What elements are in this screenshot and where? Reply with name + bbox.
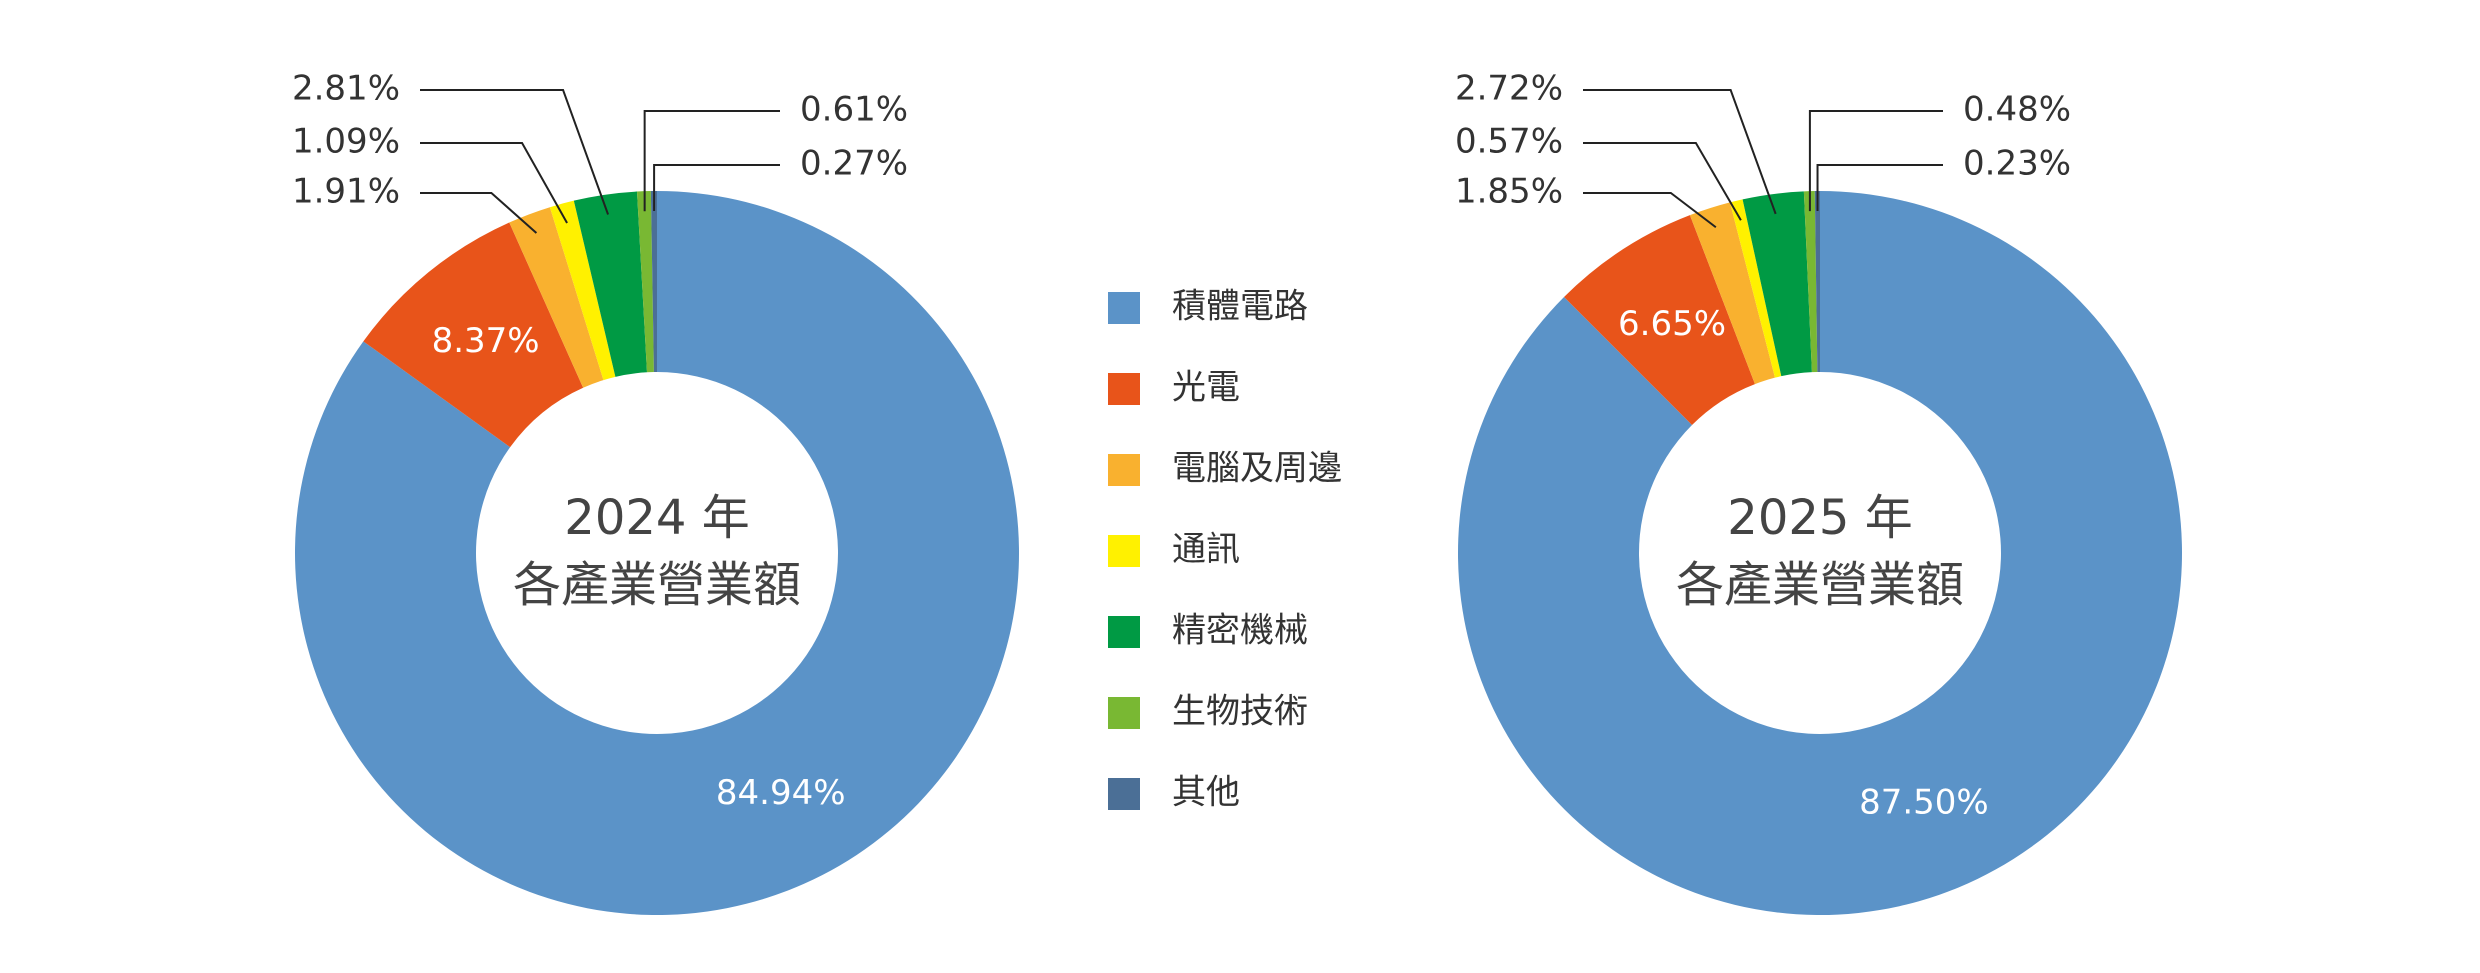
data-label: 87.50% (1859, 782, 1989, 822)
data-label: 2.72% (1455, 69, 1563, 109)
donut-segment (1803, 191, 1818, 373)
legend-swatch (1108, 292, 1140, 324)
donut-segment (295, 191, 1019, 915)
leader-line (420, 142, 568, 224)
data-label: 2.81% (292, 69, 400, 109)
leader-line (643, 110, 780, 212)
donut-segment (573, 191, 647, 377)
legend-label: 光電 (1172, 368, 1240, 408)
legend-swatch (1108, 778, 1140, 810)
leader-line (1808, 110, 1943, 212)
donut-segment (1814, 191, 1820, 373)
leader-line (1583, 192, 1717, 229)
leader-line (1583, 89, 1777, 215)
legend-label: 通訊 (1172, 530, 1240, 570)
data-label: 0.48% (1963, 90, 2071, 130)
legend-label: 電腦及周邊 (1172, 449, 1342, 489)
legend-label: 精密機械 (1172, 611, 1308, 651)
chart-subtitle: 各產業營業額 (513, 557, 801, 613)
legend-label: 生物技術 (1172, 692, 1308, 732)
leader-line (420, 89, 610, 215)
data-label: 0.27% (800, 144, 908, 184)
legend-swatch (1108, 373, 1140, 405)
leader-line (1583, 142, 1742, 221)
leader-line (1816, 164, 1943, 212)
leader-line (420, 192, 538, 234)
data-label: 1.91% (292, 172, 400, 212)
legend-swatch (1108, 616, 1140, 648)
donut-segment (1742, 191, 1812, 377)
donut-segment (1458, 191, 2183, 915)
data-label: 0.61% (800, 90, 908, 130)
chart-title: 2025 年 (1727, 490, 1912, 546)
data-label: 1.09% (292, 122, 400, 162)
donut-segment (509, 207, 604, 388)
chart-subtitle: 各產業營業額 (1676, 557, 1964, 613)
legend-swatch (1108, 697, 1140, 729)
data-label: 8.37% (432, 321, 540, 361)
data-label: 1.85% (1455, 172, 1563, 212)
donut-segment (650, 191, 657, 373)
data-label: 0.23% (1963, 144, 2071, 184)
legend-swatch (1108, 454, 1140, 486)
data-label: 6.65% (1618, 304, 1726, 344)
legend-label: 其他 (1172, 773, 1240, 813)
donut-segment (363, 222, 584, 448)
leader-line (653, 164, 780, 212)
legend-label: 積體電路 (1172, 287, 1308, 327)
donut-segment (549, 200, 616, 381)
legend-swatch (1108, 535, 1140, 567)
data-label: 84.94% (716, 773, 846, 813)
donut-segment (1564, 215, 1755, 426)
donut-segment (636, 191, 654, 373)
donut-segment (1729, 199, 1782, 378)
data-label: 0.57% (1455, 122, 1563, 162)
chart-title: 2024 年 (564, 490, 749, 546)
donut-segment (1689, 202, 1775, 385)
